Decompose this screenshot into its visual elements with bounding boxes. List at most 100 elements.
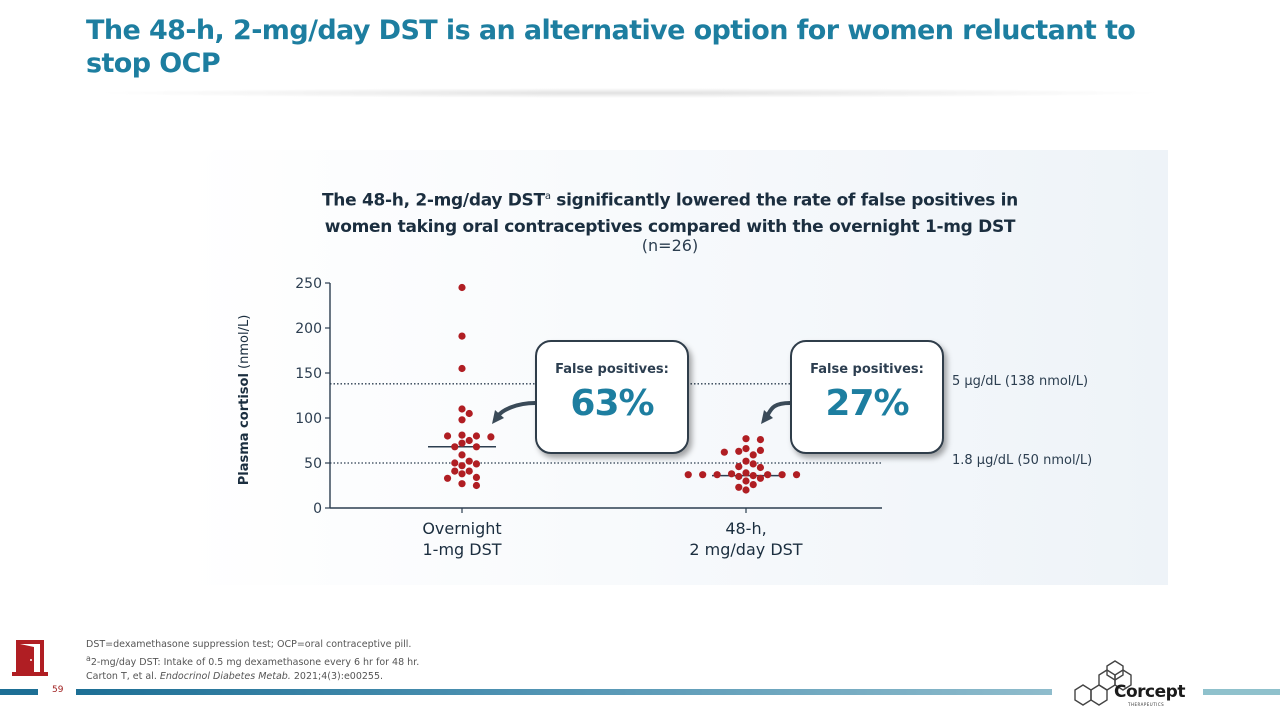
data-point [699,471,707,479]
data-point [472,460,481,468]
chart-sample-size: (n=26) [641,236,699,255]
exit-door-icon[interactable] [8,638,52,683]
data-point [713,471,721,479]
footnote-a-marker: a [86,654,91,663]
data-point [465,457,473,465]
reference-label-50: 1.8 µg/dL (50 nmol/L) [952,453,1093,468]
x-tick-label-line: 1-mg DST [422,540,502,559]
data-point [742,469,750,477]
data-point [472,481,481,490]
callout-label: False positives: [555,362,669,377]
callout-arrow [765,401,792,418]
y-tick-label: 250 [295,276,322,292]
callout-arrows [492,401,792,424]
reference-authors: Carton T, et al. [86,671,160,683]
x-tick-label-overnight: Overnight 1-mg DST [352,518,572,560]
axes: 0 50 100 150 200 250 [295,276,882,517]
data-point [458,431,466,439]
reference-journal: Endocrinol Diabetes Metab. [159,671,291,683]
data-point [742,486,750,494]
footer-bar [76,689,1052,695]
footnote-abbreviations: DST=dexamethasone suppression test; OCP=… [86,639,412,650]
data-point [458,480,466,488]
data-point [487,433,495,441]
callout-value: 27% [825,383,909,424]
x-tick-label-line: 2 mg/day DST [689,540,803,559]
y-tick-label: 100 [295,411,322,427]
data-point [451,467,459,475]
data-point [742,435,750,443]
data-point [756,446,765,454]
data-point [684,471,692,479]
y-axis-label-unit: (nmol/L) [237,315,252,373]
callout-arrow-head [492,410,504,424]
y-tick-label: 0 [313,501,322,517]
data-point [742,477,750,485]
data-point [472,432,481,440]
data-point [443,432,452,440]
callout-value: 63% [570,383,654,424]
y-tick-label: 50 [304,456,322,472]
corcept-logo-icon [1065,660,1175,725]
chart-title-rest: significantly lowered the rate of false … [324,190,1018,237]
data-point [451,443,459,451]
logo-subtitle: THERAPEUTICS [1128,702,1165,707]
data-point [465,409,473,418]
data-point [749,481,757,489]
data-point [472,443,481,451]
data-point [735,447,743,455]
logo-wordmark: Corcept [1114,682,1185,702]
x-tick-label-line: Overnight [422,519,502,538]
footer-bar-left [0,689,38,695]
chart-title-main: The 48-h, 2-mg/day DST [322,190,545,211]
data-point [458,439,466,447]
reference-citation: 2021;4(3):e00255. [290,671,384,683]
footnote-reference: Carton T, et al. Endocrinol Diabetes Met… [86,670,419,684]
x-tick-label-48h: 48-h, 2 mg/day DST [636,518,856,560]
data-point [756,463,765,472]
y-axis-label: Plasma cortisol (nmol/L) [237,315,252,486]
x-tick-label-line: 48-h, [725,519,767,538]
data-point [443,474,452,482]
data-point [749,472,757,480]
data-point [458,462,466,470]
footnotes: DST=dexamethasone suppression test; OCP=… [86,638,419,684]
page-number: 59 [52,685,64,695]
data-point [458,451,466,459]
data-point [458,405,466,413]
chart-title-footnote-marker: a [544,191,551,202]
footnote-a-text: 2-mg/day DST: Intake of 0.5 mg dexametha… [90,657,420,669]
data-point [451,459,459,467]
data-point [458,332,466,340]
chart-title: The 48-h, 2-mg/day DSTa significantly lo… [300,184,1040,240]
slide-title: The 48-h, 2-mg/day DST is an alternative… [86,15,1136,79]
data-point [727,470,736,478]
y-tick-label: 200 [295,321,322,337]
data-point [458,364,466,373]
data-point [749,451,757,459]
data-point [720,448,728,456]
data-point [472,473,481,481]
data-point [465,467,473,475]
data-point [792,471,801,479]
data-point [735,472,743,481]
data-point [458,416,466,424]
data-points [443,283,801,494]
callout-false-positives-48h: False positives: 27% [790,340,944,454]
data-point [749,460,757,468]
reference-label-138: 5 µg/dL (138 nmol/L) [952,374,1089,389]
callout-arrow [496,401,537,418]
callout-label: False positives: [810,362,924,377]
data-point [458,470,466,478]
data-point [756,436,765,444]
callout-arrow-head [761,410,773,424]
data-point [465,436,473,445]
data-point [735,463,743,471]
data-point [764,471,772,479]
data-point [458,283,466,292]
callout-false-positives-overnight: False positives: 63% [535,340,689,454]
y-tick-label: 150 [295,366,322,382]
title-underline-shadow [90,88,1170,98]
data-point [742,457,750,465]
